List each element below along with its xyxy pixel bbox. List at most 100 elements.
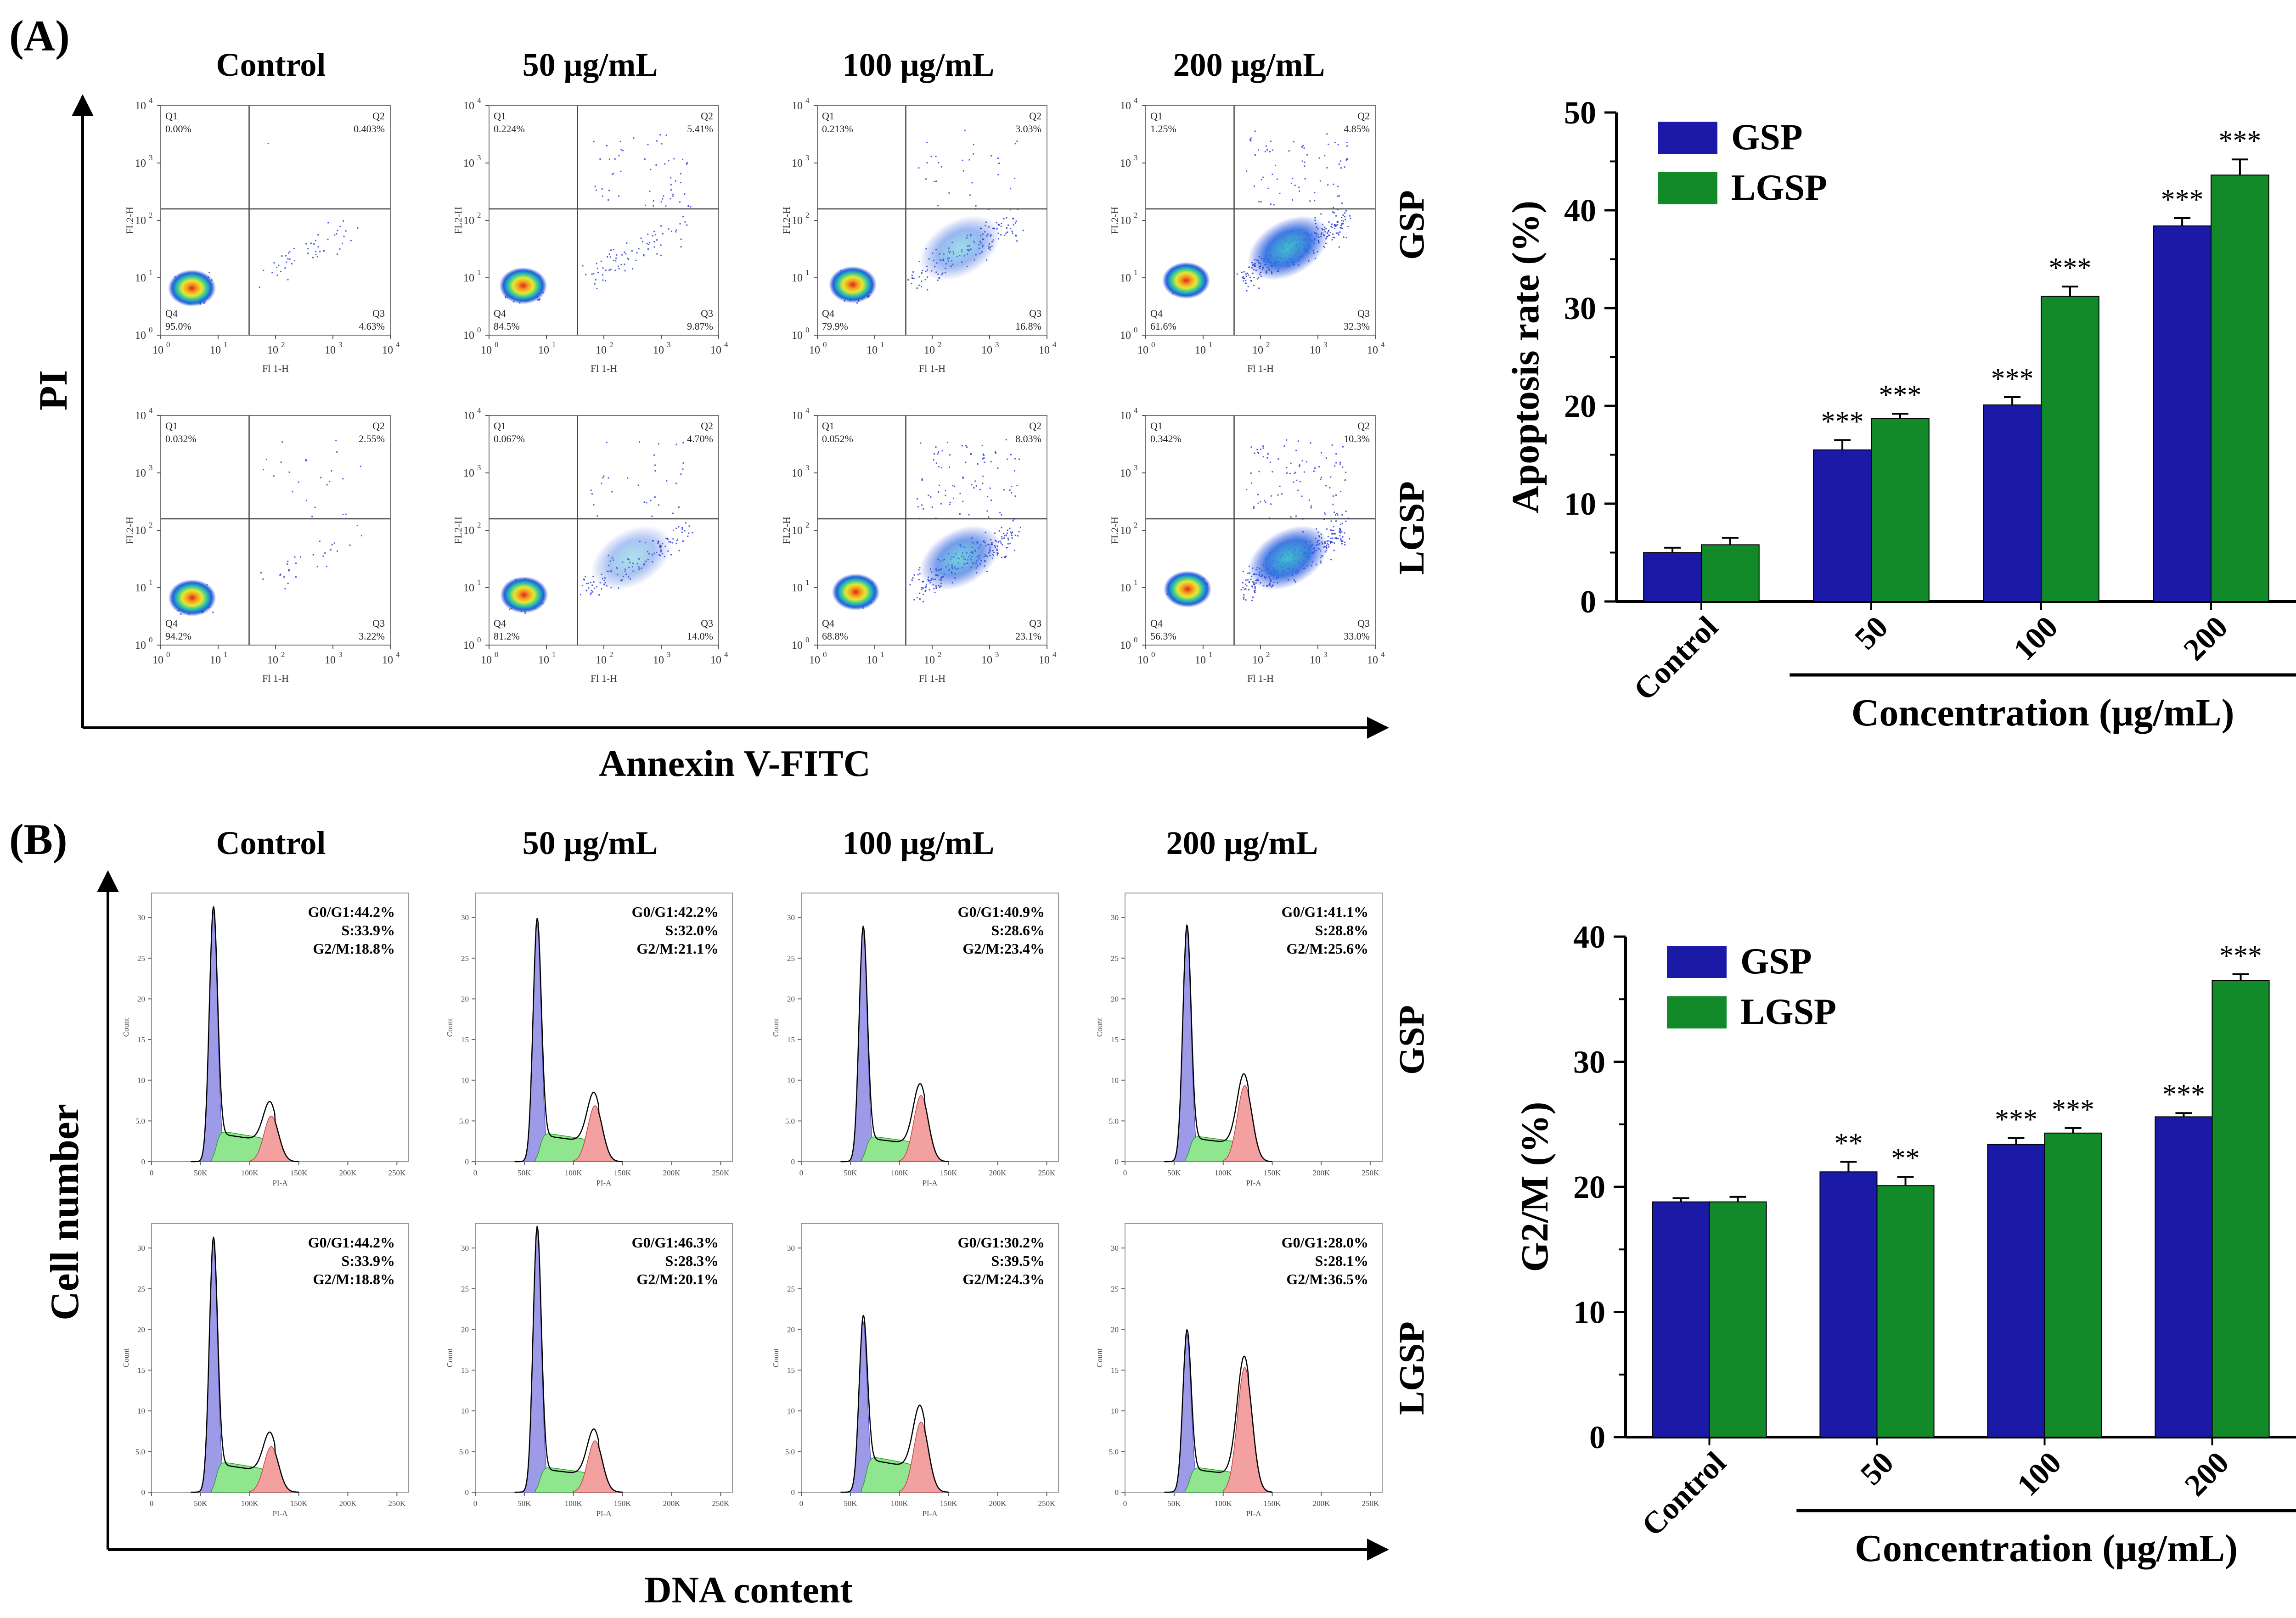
flow-y-tick-label: 10 (1120, 330, 1131, 342)
flow-y-tick-label: 10 (792, 100, 803, 112)
q2-label: Q2 (1357, 110, 1370, 122)
flow-y-axis-label: FL2-H (124, 517, 135, 544)
cycle-y-tick-label: 0 (1115, 1157, 1119, 1166)
histogram-envelope (1164, 1329, 1272, 1493)
bar-lgsp-2 (2041, 296, 2099, 602)
significance-mark: *** (2052, 1094, 2094, 1125)
flow-y-tick-exp: 3 (149, 153, 153, 162)
cycle-y-tick-label: 15 (461, 1366, 469, 1375)
cycle-x-tick-label: 100K (241, 1499, 259, 1508)
cycle-x-tick-label: 100K (565, 1499, 583, 1508)
flow-density-tail (919, 215, 1000, 281)
flow-y-tick-exp: 1 (477, 268, 481, 277)
q2-value: 3.03% (1015, 123, 1041, 135)
cycle-x-axis-label: PI-A (922, 1179, 938, 1187)
flow-y-tick-exp: 2 (1134, 211, 1138, 219)
cycle-y-tick-label: 10 (137, 1076, 145, 1085)
cycle-y-tick-label: 0 (791, 1488, 795, 1497)
q4-value: 84.5% (494, 320, 520, 332)
flow-x-tick-exp: 2 (1266, 340, 1270, 349)
significance-mark: *** (1991, 363, 2034, 394)
flow-x-tick-label: 10 (210, 344, 221, 356)
q4-value: 61.6% (1150, 320, 1176, 332)
q2-label: Q2 (1029, 110, 1041, 122)
flow-x-tick-label: 10 (1195, 654, 1206, 666)
q1-label: Q1 (494, 420, 506, 432)
g2m-percent: G2/M:20.1% (636, 1271, 719, 1287)
flow-y-tick-exp: 1 (805, 578, 810, 587)
flow-y-tick-label: 10 (135, 525, 146, 537)
flow-y-tick-label: 10 (792, 582, 803, 594)
significance-mark: *** (1995, 1104, 2037, 1135)
cycle-plot-lgsp-0: 0 50K 100K 150K 200K 250K 0 5.0 10 15 20 25 30 PI-A Co… (122, 1223, 409, 1518)
apoptosis-bar-chart: 0 10 20 30 40 50 Apoptosis rate (%) Control *** *… (1504, 96, 2296, 734)
cycle-x-tick-label: 150K (614, 1169, 632, 1177)
bar-gsp-2 (1983, 404, 2042, 602)
flow-x-tick-exp: 4 (1052, 650, 1057, 659)
legend-label-gsp: GSP (1731, 117, 1803, 157)
row-label-b-lgsp: LGSP (1391, 1321, 1431, 1415)
flow-y-tick-exp: 4 (477, 96, 481, 105)
q2-label: Q2 (701, 420, 713, 432)
flow-x-tick-label: 10 (981, 344, 992, 356)
flow-x-axis-title: Annexin V-FITC (599, 742, 871, 784)
legend-label-gsp: GSP (1740, 941, 1812, 982)
cycle-x-tick-label: 150K (614, 1499, 632, 1508)
cycle-x-tick-label: 100K (565, 1169, 583, 1177)
cycle-y-tick-label: 5.0 (785, 1117, 795, 1125)
cycle-y-tick-label: 0 (465, 1157, 469, 1166)
g2m-percent: G2/M:18.8% (313, 940, 395, 957)
q1-label: Q1 (165, 420, 178, 432)
flow-x-tick-label: 10 (267, 654, 278, 666)
cycle-x-tick-label: 50K (194, 1169, 208, 1177)
cycle-x-tick-label: 250K (1362, 1499, 1379, 1508)
g0g1-percent: G0/G1:44.2% (308, 904, 395, 920)
s-percent: S:39.5% (991, 1253, 1045, 1269)
cycle-y-tick-label: 25 (787, 1285, 795, 1293)
q1-value: 0.342% (1150, 433, 1182, 444)
flow-density-tail (919, 525, 1000, 590)
cycle-y-tick-label: 5.0 (785, 1447, 795, 1456)
cycle-y-tick-label: 5.0 (459, 1447, 469, 1456)
flow-plot-lgsp-2: 10 010 010 110 110 210 210 310 310 410 4Fl 1-HFL2-… (781, 406, 1057, 684)
q4-value: 94.2% (165, 630, 191, 642)
cycle-x-tick-label: 250K (1038, 1499, 1056, 1508)
flow-plot-gsp-3: 10 010 010 110 110 210 210 310 310 410 4Fl 1-HFL2-… (1109, 96, 1385, 374)
q3-label: Q3 (701, 618, 713, 629)
g0g1-percent: G0/G1:46.3% (632, 1234, 719, 1251)
cycle-y-tick-label: 10 (1111, 1076, 1119, 1085)
col-title-a-200: 200 μg/mL (1173, 46, 1325, 83)
flow-y-tick-label: 10 (135, 157, 146, 169)
q4-label: Q4 (165, 308, 178, 319)
q4-value: 81.2% (494, 630, 520, 642)
flow-density-core (832, 573, 880, 611)
bar-lgsp-1 (1876, 1185, 1935, 1438)
flow-x-tick-label: 10 (1195, 344, 1206, 356)
bar-x-axis-label: Concentration (μg/mL) (1855, 1527, 2238, 1570)
flow-x-tick-exp: 3 (338, 650, 343, 659)
q4-label: Q4 (1150, 308, 1163, 319)
cycle-plot-gsp-2: 0 50K 100K 150K 200K 250K 0 5.0 10 15 20 25 30 PI-A Co… (771, 893, 1059, 1187)
bar-x-axis-label: Concentration (μg/mL) (1851, 691, 2234, 734)
cycle-x-tick-label: 0 (799, 1169, 804, 1177)
flow-density-tail (1248, 215, 1328, 281)
cycle-y-axis-label: Count (122, 1017, 130, 1037)
bar-x-tick-label: 100 (2007, 609, 2065, 667)
flow-x-tick-label: 10 (152, 654, 163, 666)
flow-x-tick-exp: 3 (1323, 340, 1328, 349)
flow-density-core (500, 576, 548, 613)
bar-x-tick-label: 50 (1848, 609, 1895, 656)
histogram-envelope (1164, 924, 1272, 1163)
cycle-x-tick-label: 100K (241, 1169, 259, 1177)
q3-value: 33.0% (1344, 630, 1370, 642)
q1-label: Q1 (1150, 110, 1163, 122)
cycle-x-tick-label: 0 (150, 1169, 154, 1177)
flow-x-tick-label: 10 (1367, 654, 1378, 666)
q2-label: Q2 (1029, 420, 1041, 432)
cycle-y-axis-label: Count (445, 1348, 454, 1367)
cycle-y-tick-label: 20 (1111, 994, 1119, 1003)
flow-x-tick-label: 10 (867, 344, 878, 356)
q1-value: 0.213% (822, 123, 853, 135)
q2-value: 4.85% (1344, 123, 1370, 135)
legend-swatch-lgsp (1667, 996, 1727, 1028)
